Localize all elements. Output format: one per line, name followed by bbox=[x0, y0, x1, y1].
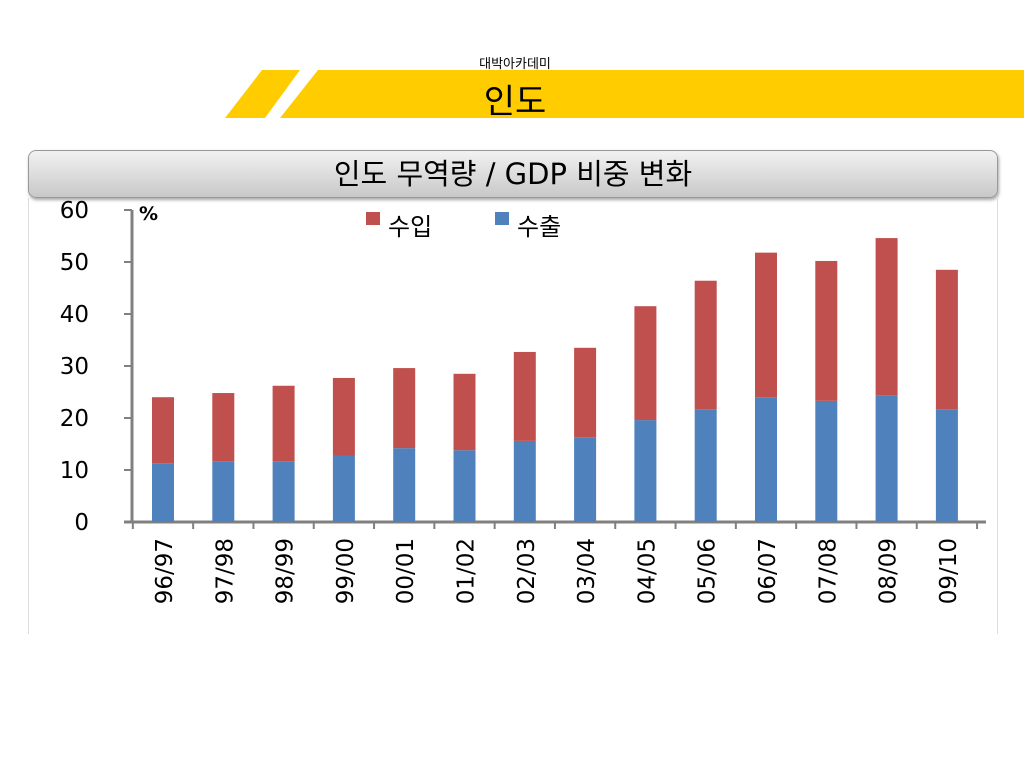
bar-imports bbox=[694, 280, 717, 410]
header-band bbox=[225, 70, 1024, 118]
bar-imports bbox=[815, 260, 838, 401]
bar-exports bbox=[755, 397, 777, 522]
y-tick-label: 40 bbox=[60, 302, 89, 328]
bar-exports bbox=[393, 448, 416, 522]
x-tick-label: 00/01 bbox=[393, 538, 419, 604]
x-tick-label: 97/98 bbox=[212, 538, 238, 604]
bar-exports bbox=[212, 461, 235, 522]
bar-exports bbox=[152, 463, 174, 522]
bar-exports bbox=[574, 437, 597, 522]
x-tick-label: 99/00 bbox=[333, 538, 359, 604]
bar-exports bbox=[694, 409, 717, 522]
bar-exports bbox=[513, 440, 536, 522]
bar-exports bbox=[453, 450, 476, 522]
slide-title-bar: 인도 무역량 / GDP 비중 변화 bbox=[28, 150, 998, 198]
bar-imports bbox=[935, 269, 958, 410]
y-tick-label: 50 bbox=[60, 250, 89, 276]
page-title: 인도 bbox=[483, 82, 547, 122]
x-tick-label: 08/09 bbox=[876, 538, 902, 604]
x-tick-label: 98/99 bbox=[273, 538, 299, 604]
x-tick-label: 05/06 bbox=[695, 538, 721, 604]
bar-imports bbox=[212, 393, 235, 462]
bar-imports bbox=[393, 368, 416, 449]
y-axis-unit-label: % bbox=[139, 203, 158, 225]
bar-imports bbox=[453, 373, 476, 451]
x-tick-label: 07/08 bbox=[815, 538, 841, 604]
y-tick-label: 10 bbox=[60, 458, 89, 484]
y-tick-label: 60 bbox=[60, 198, 89, 224]
legend-swatch bbox=[366, 212, 380, 225]
brand-label: 대박아카데미 bbox=[479, 57, 551, 72]
stacked-bar-chart: 0 10 20 30 40 50 60 % 96/97 97/98 98/99 99/00 00/01 0… bbox=[60, 198, 986, 604]
x-tick-label: 96/97 bbox=[152, 538, 178, 604]
x-tick-label: 01/02 bbox=[454, 538, 480, 604]
bar-exports bbox=[815, 400, 838, 522]
x-tick-label: 06/07 bbox=[755, 538, 781, 604]
bar-imports bbox=[755, 252, 777, 398]
bar-exports bbox=[875, 395, 898, 522]
bar-imports bbox=[152, 397, 174, 464]
bar-exports bbox=[935, 409, 958, 522]
bar-exports bbox=[634, 420, 657, 522]
bar-imports bbox=[272, 385, 295, 462]
legend-label: 수입 bbox=[388, 213, 432, 241]
x-tick-label: 09/10 bbox=[936, 538, 962, 604]
legend-swatch bbox=[495, 212, 509, 225]
y-tick-label: 20 bbox=[60, 406, 89, 432]
x-tick-label: 02/03 bbox=[514, 538, 540, 604]
bar-imports bbox=[513, 351, 536, 441]
bar-imports bbox=[332, 377, 355, 456]
bar-exports bbox=[272, 461, 295, 522]
legend-label: 수출 bbox=[517, 213, 561, 241]
bar-exports bbox=[332, 455, 355, 522]
bar-imports bbox=[634, 306, 657, 421]
chart-container: 0 10 20 30 40 50 60% 96/97 97/98 98/99 99/00 00/01 0… bbox=[28, 198, 998, 634]
y-tick-label: 0 bbox=[74, 510, 89, 536]
bar-imports bbox=[574, 347, 597, 438]
bar-imports bbox=[875, 238, 898, 396]
x-tick-label: 04/05 bbox=[634, 538, 660, 604]
y-tick-label: 30 bbox=[60, 354, 89, 380]
x-tick-label: 03/04 bbox=[574, 538, 600, 604]
